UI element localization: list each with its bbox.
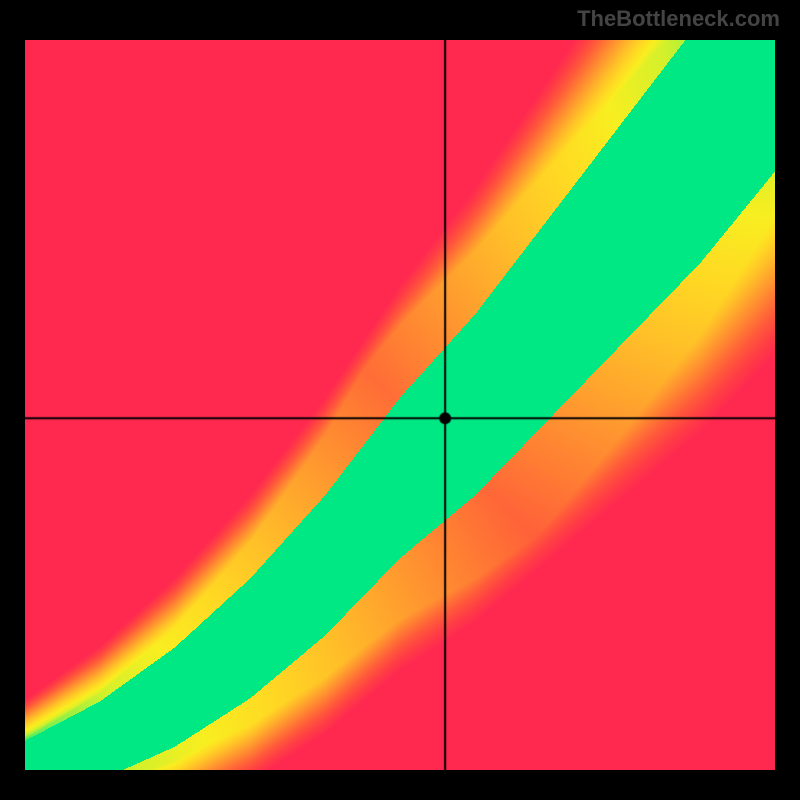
- watermark-text: TheBottleneck.com: [577, 6, 780, 32]
- chart-container: TheBottleneck.com: [0, 0, 800, 800]
- crosshair-overlay: [25, 40, 775, 770]
